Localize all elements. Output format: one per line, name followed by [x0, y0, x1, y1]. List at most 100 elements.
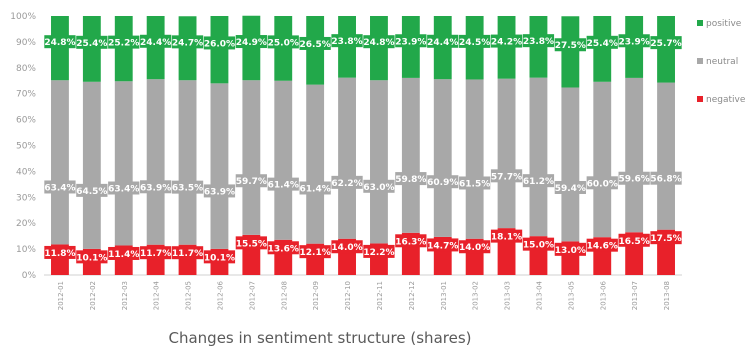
bar-segment-neutral: [114, 81, 133, 246]
y-tick-label: 100%: [10, 12, 36, 22]
data-label-box: [299, 181, 331, 195]
bar-stack: [561, 16, 580, 275]
data-label-negative: 14.0%: [459, 243, 490, 253]
x-tick-label: 2012-02: [89, 281, 97, 310]
data-label-box: [171, 180, 204, 194]
data-label-box: [267, 241, 299, 255]
x-tick-label: 2012-05: [185, 281, 193, 310]
data-label-positive: 25.0%: [268, 38, 299, 48]
x-tick-label: 2013-05: [567, 281, 575, 310]
data-label-neutral: 61.5%: [459, 179, 490, 189]
data-label-box: [140, 246, 172, 260]
bar-segment-positive: [561, 16, 580, 88]
y-tick-label: 90%: [16, 38, 36, 48]
data-label-box: [108, 181, 140, 195]
bar-stack: [529, 16, 548, 275]
data-label-negative: 17.5%: [650, 234, 681, 244]
bar-segment-positive: [593, 16, 612, 82]
x-tick-label: 2012-03: [121, 281, 129, 310]
data-label-box: [427, 175, 459, 189]
data-label-box: [490, 34, 523, 48]
data-label-box: [235, 35, 267, 49]
bar-stack: [210, 16, 229, 275]
x-tick-label: 2013-07: [631, 281, 639, 310]
legend-label: positive: [706, 19, 742, 29]
data-label-box: [395, 34, 427, 48]
data-label-box: [363, 244, 395, 258]
data-label-neutral: 64.5%: [76, 187, 107, 197]
x-tick-label: 2012-04: [153, 280, 161, 310]
data-label-box: [586, 176, 618, 190]
data-label-box: [522, 237, 555, 251]
bar-stack: [178, 16, 197, 275]
data-label-box: [267, 177, 299, 191]
bar-stack: [274, 16, 293, 275]
bar-segment-positive: [210, 16, 229, 84]
y-tick-label: 50%: [16, 142, 36, 152]
x-tick-label: 2012-12: [408, 281, 416, 310]
data-label-negative: 15.5%: [236, 239, 267, 249]
data-label-positive: 24.2%: [491, 38, 522, 48]
legend-item-positive: positive: [697, 19, 742, 29]
data-label-box: [331, 240, 363, 254]
data-label-box: [76, 250, 108, 264]
legend-swatch: [697, 96, 703, 102]
data-label-box: [171, 35, 204, 49]
data-label-neutral: 60.0%: [587, 179, 618, 189]
data-label-negative: 14.6%: [587, 242, 618, 252]
bar-stack: [146, 16, 165, 275]
data-label-neutral: 61.4%: [300, 185, 331, 195]
data-label-box: [554, 180, 586, 194]
data-label-neutral: 60.9%: [427, 178, 458, 188]
bar-segment-neutral: [433, 79, 452, 237]
chart-title: Changes in sentiment structure (shares): [169, 329, 472, 347]
data-label-neutral: 62.2%: [331, 179, 362, 189]
data-label-negative: 16.5%: [619, 237, 650, 247]
data-label-box: [44, 35, 76, 49]
x-tick-label: 2013-08: [663, 281, 671, 310]
y-tick-label: 30%: [16, 193, 36, 203]
bar-stack: [593, 16, 612, 275]
data-label-negative: 12.1%: [300, 248, 331, 258]
x-tick-label: 2013-01: [440, 281, 448, 310]
data-label-negative: 12.2%: [363, 248, 394, 258]
data-label-neutral: 63.0%: [363, 183, 394, 193]
data-label-box: [490, 229, 523, 243]
data-label-positive: 23.8%: [331, 37, 362, 47]
data-label-positive: 24.8%: [363, 38, 394, 48]
bar-segment-neutral: [625, 77, 644, 233]
x-axis: 2012-01 2012-02 2012-03 2012-04 2012-05 2012-…: [57, 280, 671, 310]
bar-segment-neutral: [465, 79, 484, 239]
data-label-neutral: 63.4%: [44, 183, 75, 193]
data-label-negative: 15.0%: [523, 241, 554, 251]
data-label-neutral: 59.8%: [395, 175, 426, 185]
y-tick-label: 60%: [16, 116, 36, 126]
bar-stack: [338, 16, 356, 275]
bar-segment-neutral: [561, 87, 580, 242]
data-label-positive: 26.5%: [300, 40, 331, 50]
data-label-box: [459, 34, 491, 48]
data-label-box: [490, 169, 523, 183]
data-label-box: [235, 174, 267, 188]
bar-segment-neutral: [657, 82, 675, 230]
bar-stack: [401, 16, 420, 275]
data-label-box: [618, 233, 650, 247]
y-tick-label: 80%: [16, 64, 36, 74]
data-label-box: [650, 231, 682, 245]
data-label-positive: 24.4%: [140, 38, 171, 48]
data-label-positive: 23.8%: [523, 37, 554, 47]
data-label-negative: 14.7%: [427, 241, 458, 251]
data-label-negative: 13.6%: [268, 244, 299, 254]
data-label-positive: 25.4%: [76, 39, 107, 49]
legend-swatch: [697, 20, 703, 26]
data-label-negative: 18.1%: [491, 233, 522, 243]
data-label-negative: 11.7%: [140, 249, 171, 259]
x-tick-label: 2013-04: [535, 280, 543, 310]
data-label-box: [44, 245, 76, 259]
data-label-neutral: 63.9%: [204, 187, 235, 197]
bar-stack: [242, 15, 261, 275]
data-label-box: [140, 180, 172, 194]
x-tick-label: 2012-09: [312, 281, 320, 310]
data-label-positive: 23.9%: [395, 37, 426, 47]
bar-segment-positive: [82, 16, 101, 82]
